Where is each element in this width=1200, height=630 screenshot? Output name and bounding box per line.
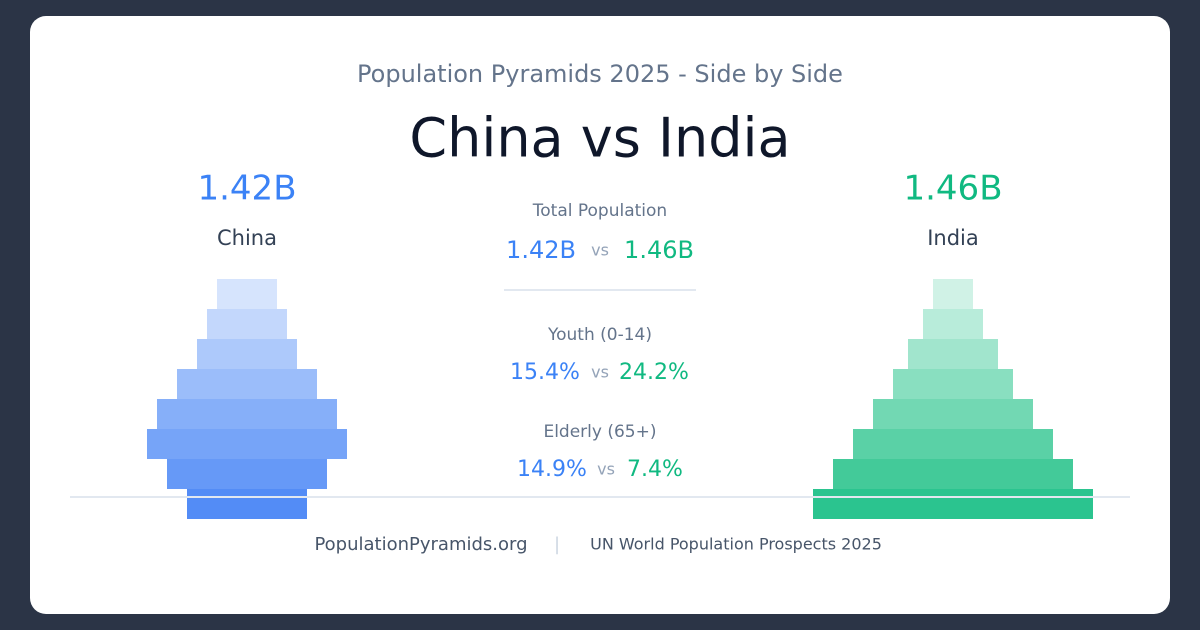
footer-separator: | (554, 534, 560, 555)
stat-left: 14.9% (517, 457, 587, 482)
stat-vs: vs (597, 460, 615, 479)
stat-label: Total Population (532, 201, 667, 221)
pyramid-bar (197, 339, 297, 369)
pyramid-bar (873, 399, 1033, 429)
india-pyramid (813, 279, 1093, 519)
china-name: China (217, 226, 277, 250)
pyramid-bar (177, 369, 317, 399)
footer-source: PopulationPyramids.org (314, 534, 527, 555)
stat-label: Youth (0-14) (547, 325, 652, 345)
stat-right: 1.46B (624, 236, 694, 264)
pyramid-bar (923, 309, 983, 339)
india-name: India (927, 226, 979, 250)
stat-left: 1.42B (506, 236, 576, 264)
pyramid-bar (147, 429, 347, 459)
pyramid-bar (167, 459, 327, 489)
pyramid-bar (893, 369, 1013, 399)
pyramid-bar (217, 279, 277, 309)
china-total: 1.42B (197, 169, 296, 209)
pyramid-bar (853, 429, 1053, 459)
stat-label: Elderly (65+) (543, 422, 656, 442)
india-total: 1.46B (903, 169, 1002, 209)
china-pyramid (147, 279, 347, 519)
subtitle: Population Pyramids 2025 - Side by Side (357, 60, 843, 88)
pyramid-bar (908, 339, 998, 369)
pyramid-bar (187, 489, 307, 519)
pyramid-bar (833, 459, 1073, 489)
pyramid-bar (157, 399, 337, 429)
pyramid-bar (933, 279, 973, 309)
stat-right: 7.4% (627, 457, 683, 482)
footer-note: UN World Population Prospects 2025 (590, 535, 882, 554)
pyramid-bar (813, 489, 1093, 519)
title: China vs India (409, 107, 790, 170)
stat-vs: vs (591, 363, 609, 382)
pyramid-bar (207, 309, 287, 339)
stat-right: 24.2% (619, 360, 689, 385)
stat-vs: vs (591, 241, 609, 260)
stat-left: 15.4% (510, 360, 580, 385)
